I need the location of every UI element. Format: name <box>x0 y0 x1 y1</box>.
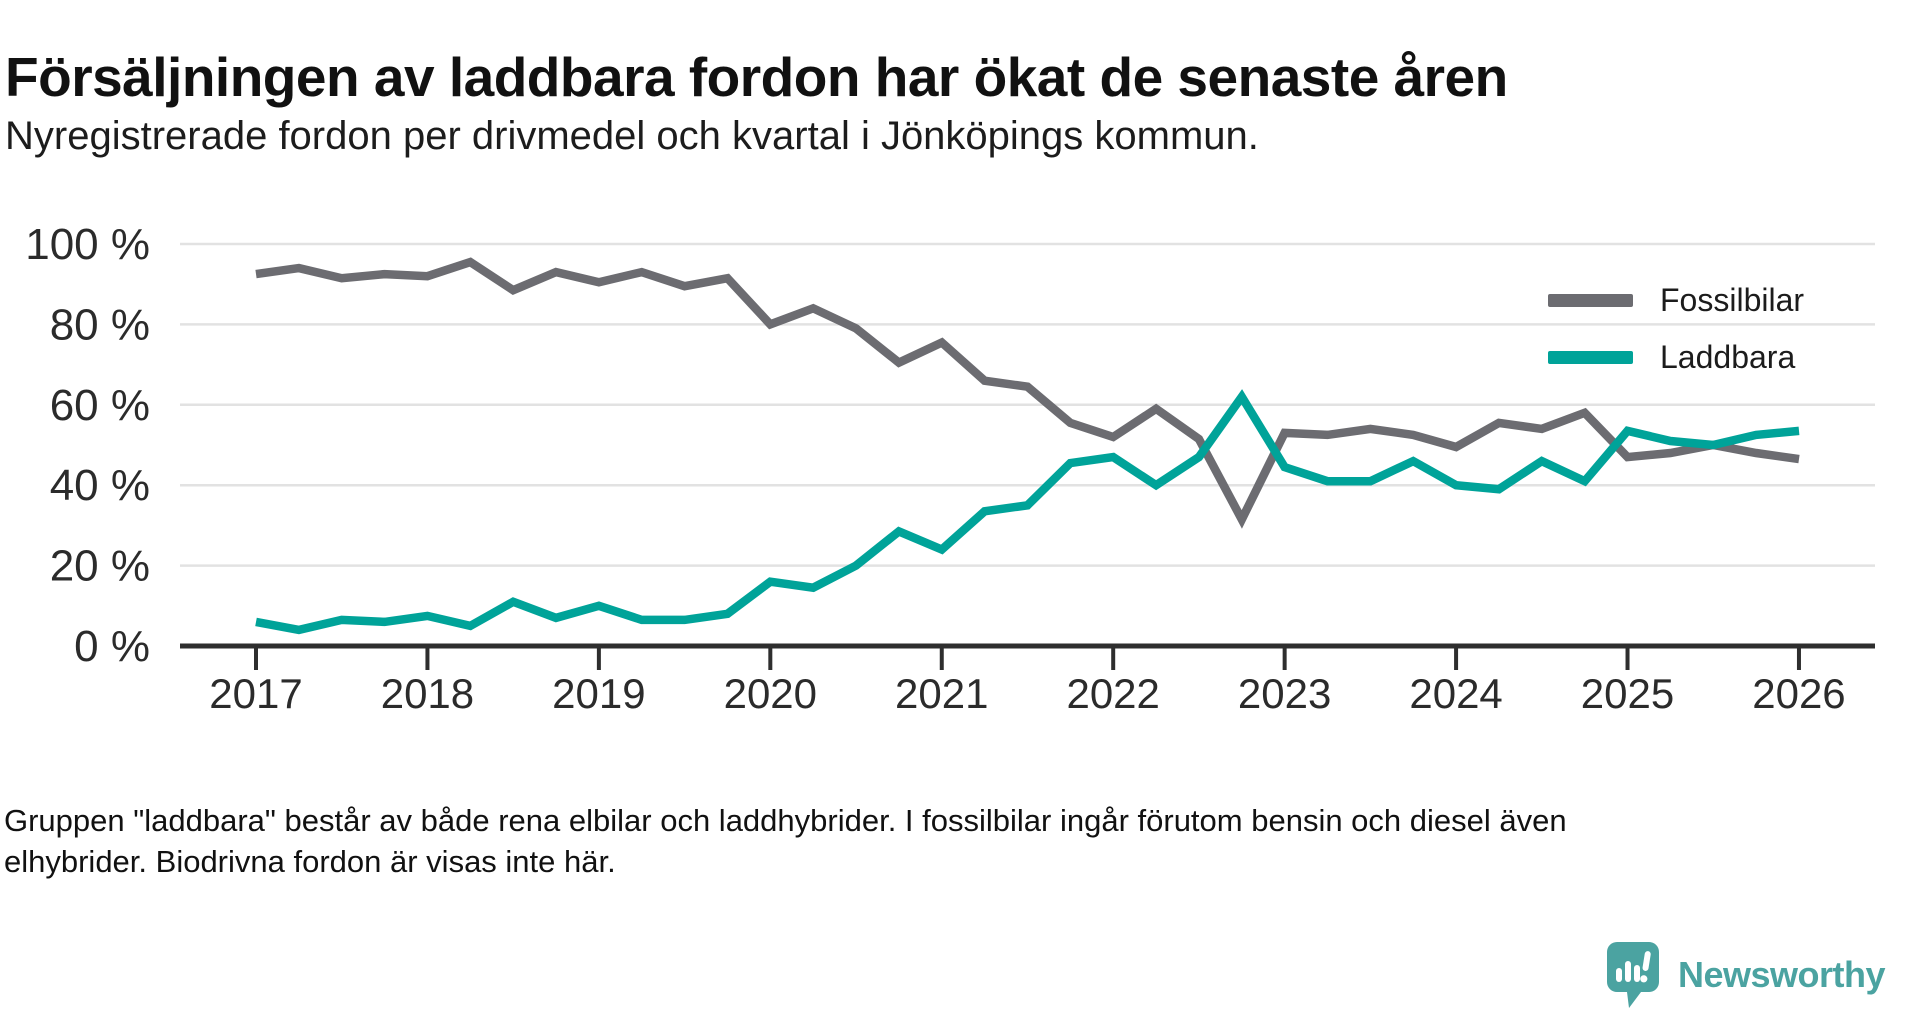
newsworthy-logo-text: Newsworthy <box>1678 954 1886 995</box>
footnote-line-1: Gruppen "laddbara" består av både rena e… <box>4 803 1567 838</box>
y-axis-label: 0 % <box>74 622 150 671</box>
newsworthy-logo: Newsworthy <box>1606 941 1886 1009</box>
x-axis-label: 2022 <box>1066 670 1159 717</box>
y-axis-label: 40 % <box>50 461 150 510</box>
x-axis-label: 2018 <box>381 670 474 717</box>
series-line-fossilbilar <box>255 257 1800 529</box>
page-title: Försäljningen av laddbara fordon har öka… <box>5 45 1508 108</box>
y-axis-label: 20 % <box>50 542 150 591</box>
chart-legend: Fossilbilar Laddbara <box>1548 280 1804 377</box>
x-axis-label: 2023 <box>1238 670 1331 717</box>
x-axis-label: 2017 <box>209 670 302 717</box>
laddbara-line-swatch <box>1548 350 1633 364</box>
bar-chart-speech-bubble-icon <box>1607 942 1659 1008</box>
fossilbilar-line-swatch <box>1548 293 1633 307</box>
footnote-line-2: elhybrider. Biodrivna fordon är visas in… <box>4 844 616 879</box>
legend-label-fossilbilar: Fossilbilar <box>1660 281 1805 318</box>
y-axis-label: 80 % <box>50 300 150 349</box>
x-axis-label: 2021 <box>895 670 988 717</box>
chart-footnote: Gruppen "laddbara" består av både rena e… <box>4 800 1864 882</box>
series-line-laddbara <box>255 389 1800 635</box>
y-axis-label: 60 % <box>50 381 150 430</box>
chart-subtitle: Nyregistrerade fordon per drivmedel och … <box>5 114 1259 158</box>
x-axis-label: 2020 <box>724 670 817 717</box>
legend-item-laddbara: Laddbara <box>1548 337 1804 377</box>
y-axis-label: 100 % <box>25 220 150 269</box>
x-axis-label: 2019 <box>552 670 645 717</box>
x-axis-label: 2025 <box>1581 670 1674 717</box>
legend-label-laddbara: Laddbara <box>1660 338 1796 375</box>
legend-item-fossilbilar: Fossilbilar <box>1548 280 1804 320</box>
x-axis-label: 2024 <box>1409 670 1502 717</box>
x-axis-label: 2026 <box>1752 670 1845 717</box>
